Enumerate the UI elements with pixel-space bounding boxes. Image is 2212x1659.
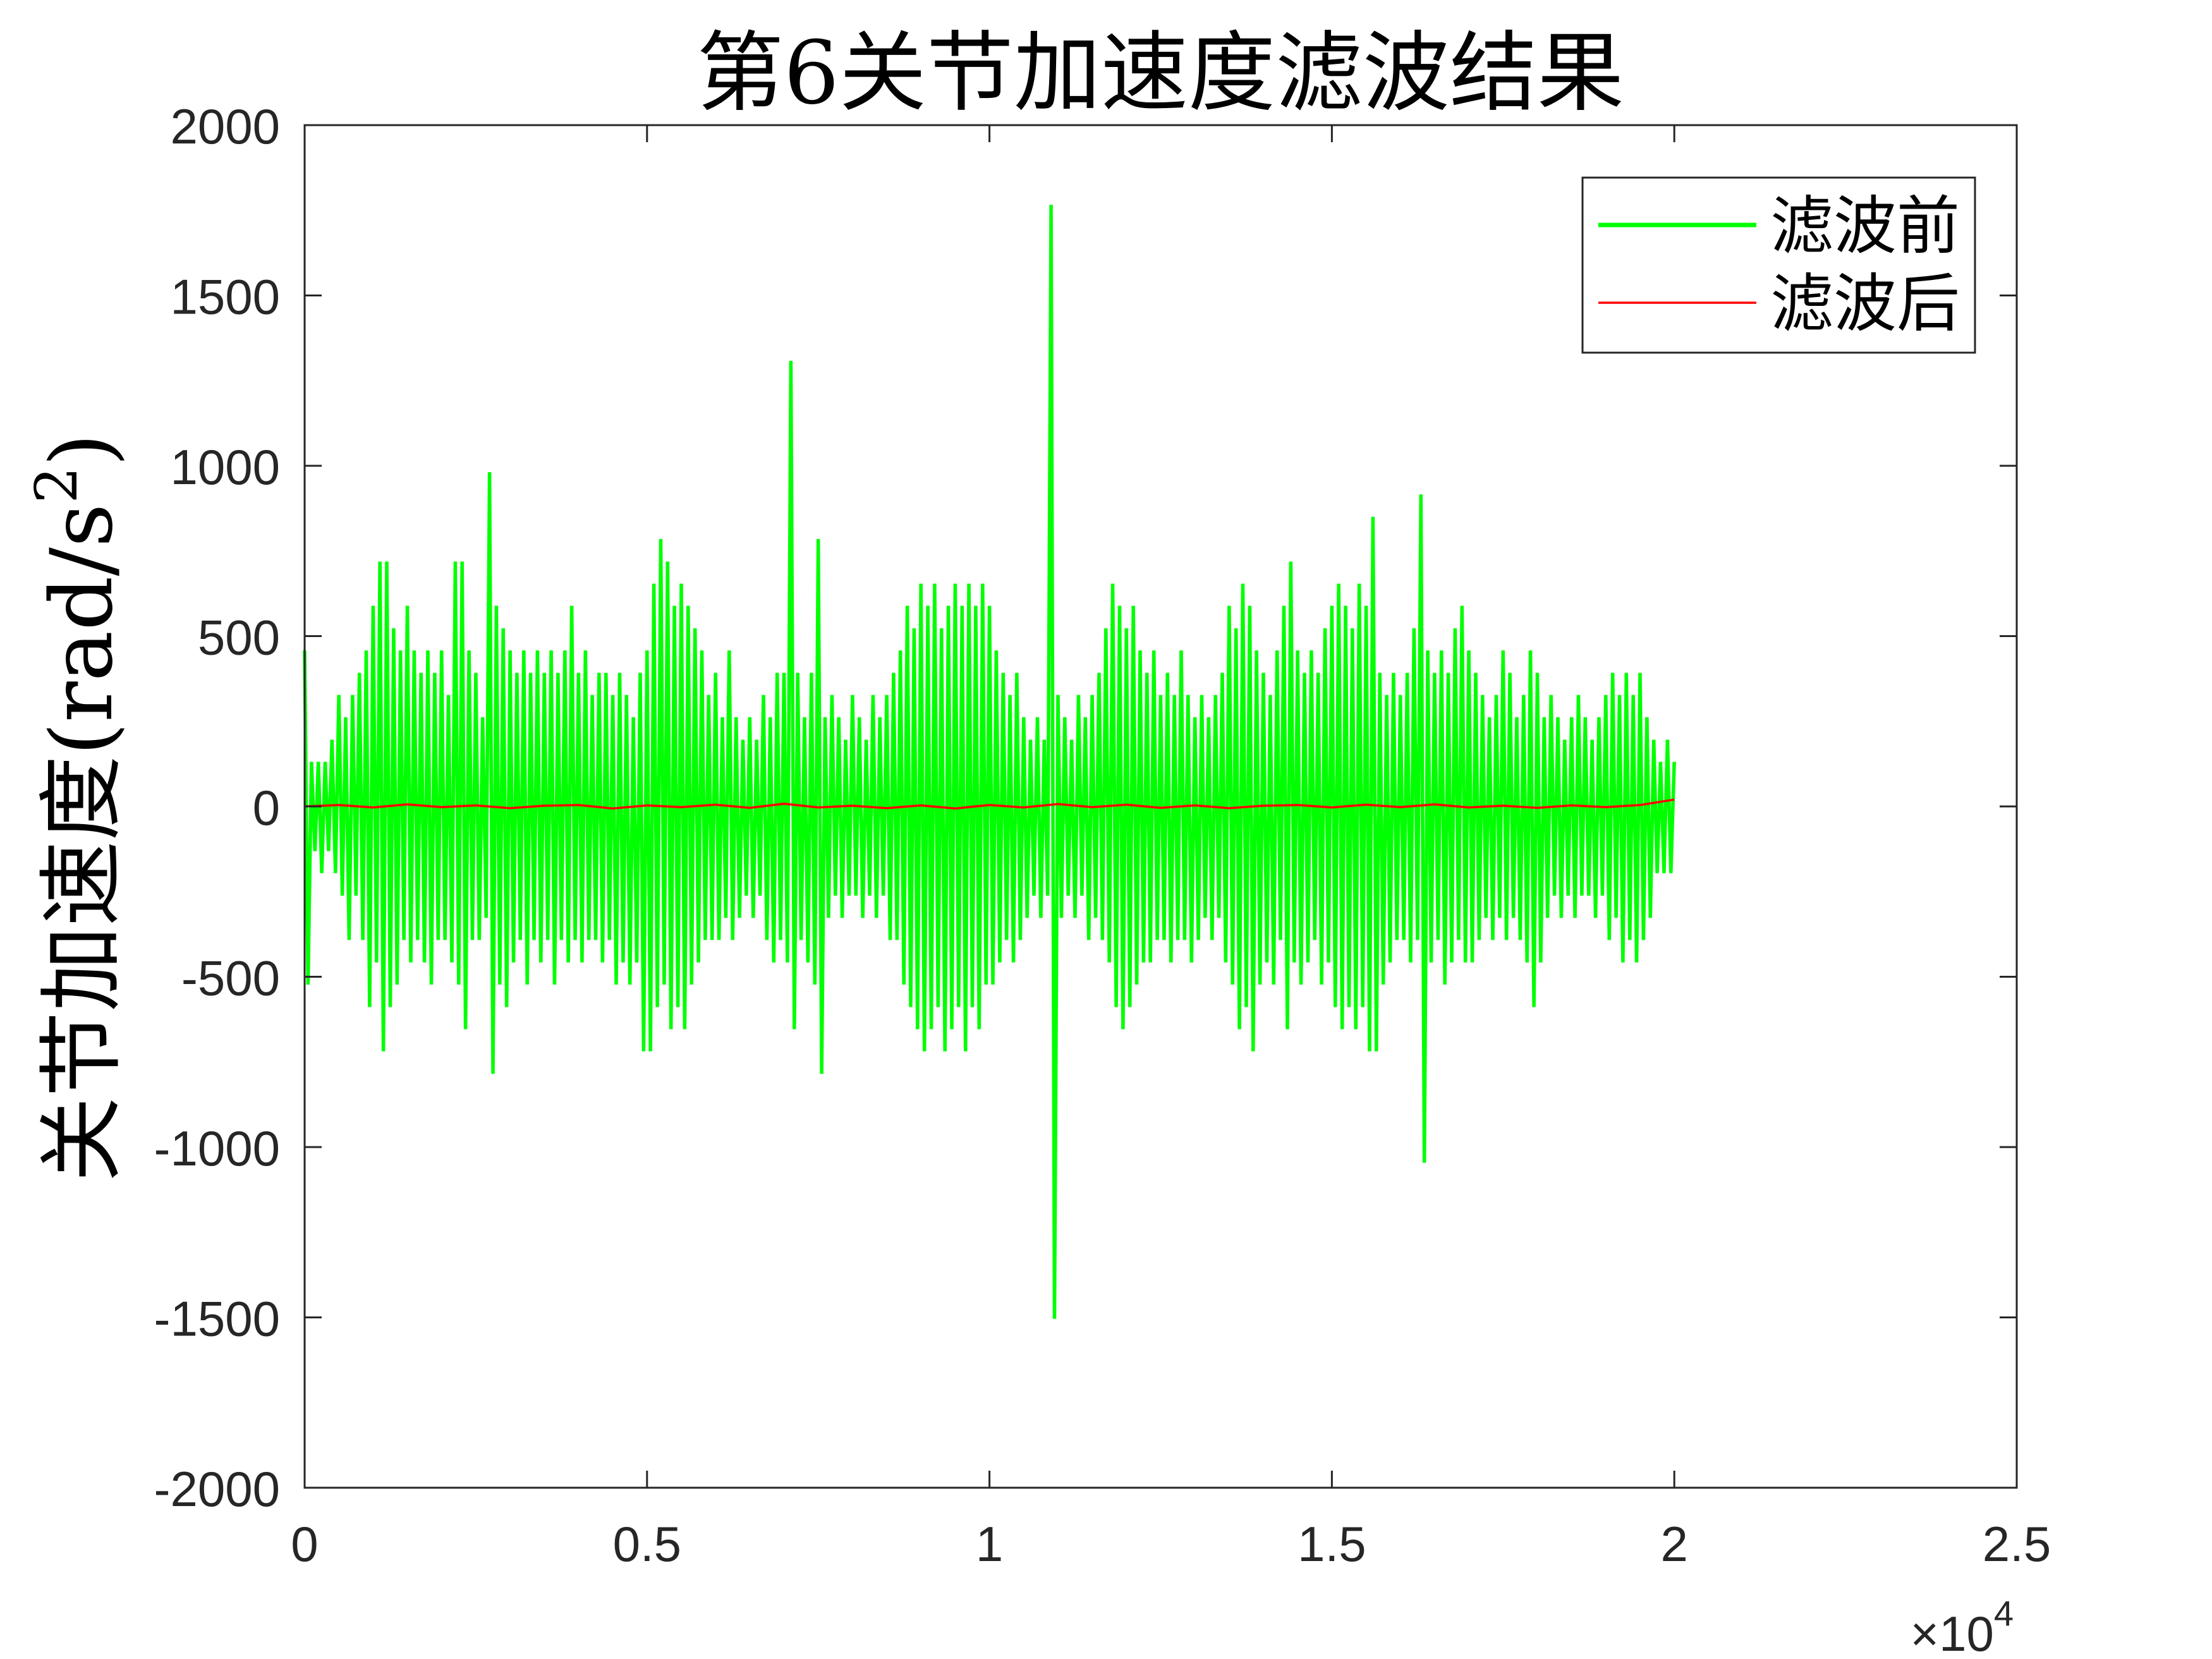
legend-label-after-filter: 滤波后 [1770, 267, 1960, 341]
y-tick-label: 2000 [170, 99, 280, 154]
x-multiplier-base: ×10 [1911, 1606, 1994, 1659]
chart-title: 第6关节加速度滤波结果 [696, 22, 1624, 124]
y-tick-label: -1000 [154, 1121, 281, 1176]
x-tick-label: 1 [976, 1516, 1003, 1572]
y-tick-label: 1500 [170, 269, 280, 325]
x-tick-label: 0 [291, 1516, 318, 1572]
x-tick-label: 2 [1661, 1516, 1688, 1572]
legend-box [1581, 176, 1976, 354]
x-axis-multiplier: ×104 [1911, 1593, 2014, 1659]
legend: 滤波前 滤波后 [1581, 176, 1976, 354]
series-line-after-filter [304, 798, 1675, 810]
y-tick-label: -500 [181, 951, 280, 1006]
y-axis-label-superscript: 2 [23, 466, 90, 504]
x-tick-label: 2.5 [1983, 1516, 2051, 1572]
y-tick-label: 500 [198, 610, 280, 665]
x-tick-label: 0.5 [613, 1516, 681, 1572]
y-axis-label-suffix: ) [32, 433, 131, 466]
legend-label-before-filter: 滤波前 [1770, 189, 1960, 263]
x-multiplier-exponent: 4 [1994, 1593, 2014, 1633]
y-axis-label-text: 关节加速度(rad/s [32, 504, 131, 1182]
y-tick-label: 0 [253, 780, 280, 836]
y-axis-label: 关节加速度(rad/s2) [23, 433, 131, 1182]
y-tick-label: -2000 [154, 1461, 281, 1517]
y-tick-label: -1500 [154, 1291, 281, 1347]
series-line-before-filter [303, 205, 1676, 1319]
series-layer [303, 205, 1676, 1319]
x-tick-label: 1.5 [1297, 1516, 1366, 1572]
y-tick-label: 1000 [170, 439, 280, 495]
